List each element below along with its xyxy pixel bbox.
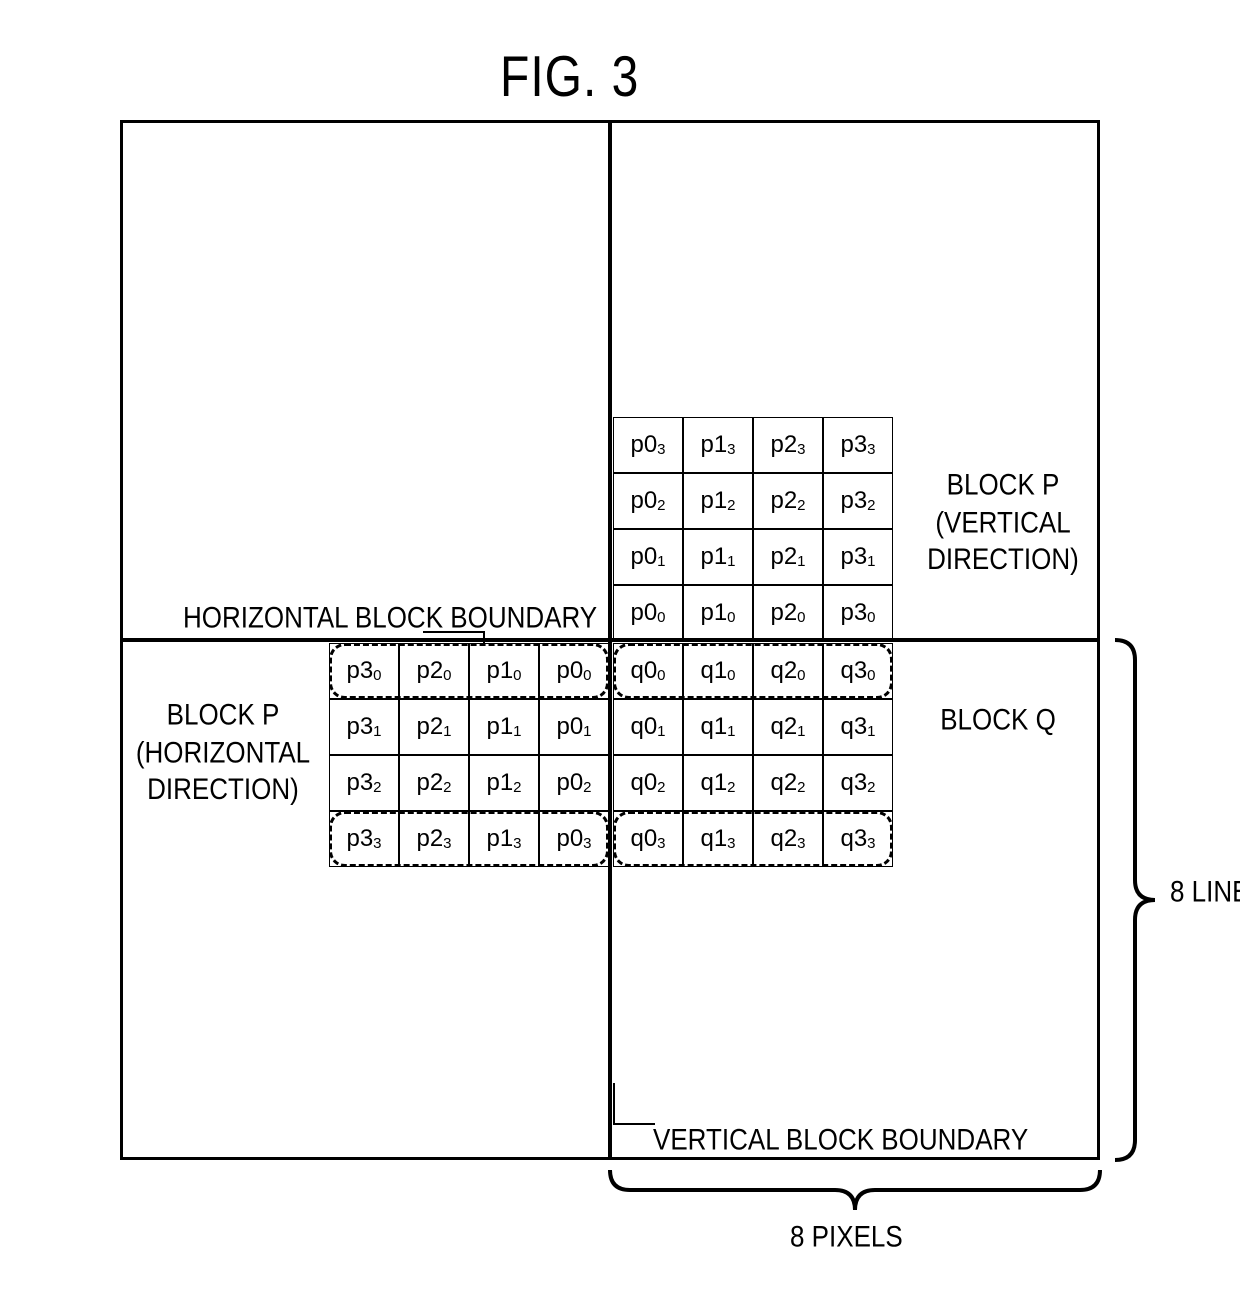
figure-3-diagram: FIG. 3 p03p13p23p33p02p12p22p32p01p11p21… — [20, 20, 1240, 1283]
label-8-pixels: 8 PIXELS — [790, 1218, 903, 1255]
p-horizontal-cell: p11 — [469, 699, 539, 755]
brace-8-pixels — [610, 1170, 1100, 1210]
leader-horizontal-boundary — [423, 631, 485, 645]
q-cell: q33 — [823, 811, 893, 867]
p-vertical-cell: p02 — [613, 473, 683, 529]
p-vertical-cell: p12 — [683, 473, 753, 529]
p-horizontal-cell: p02 — [539, 755, 609, 811]
label-block-q: BLOCK Q — [913, 701, 1083, 738]
q-cell: q01 — [613, 699, 683, 755]
q-cell: q22 — [753, 755, 823, 811]
horizontal-divider — [123, 638, 1097, 642]
p-horizontal-cell: p23 — [399, 811, 469, 867]
p-horizontal-cell: p33 — [329, 811, 399, 867]
grid-block-q: q00q10q20q30q01q11q21q31q02q12q22q32q03q… — [613, 643, 893, 867]
q-cell: q03 — [613, 811, 683, 867]
p-horizontal-cell: p01 — [539, 699, 609, 755]
q-cell: q12 — [683, 755, 753, 811]
p-vertical-cell: p30 — [823, 585, 893, 641]
q-cell: q11 — [683, 699, 753, 755]
q-cell: q00 — [613, 643, 683, 699]
label-8-lines: 8 LINES — [1170, 873, 1240, 910]
q-cell: q23 — [753, 811, 823, 867]
brace-8-lines — [1115, 640, 1155, 1160]
label-block-p-vertical: BLOCK P(VERTICALDIRECTION) — [913, 466, 1093, 578]
p-vertical-cell: p13 — [683, 417, 753, 473]
p-horizontal-cell: p12 — [469, 755, 539, 811]
q-cell: q30 — [823, 643, 893, 699]
label-horizontal-block-boundary: HORIZONTAL BLOCK BOUNDARY — [183, 599, 597, 636]
p-horizontal-cell: p32 — [329, 755, 399, 811]
p-vertical-cell: p10 — [683, 585, 753, 641]
leader-vertical-boundary — [613, 1083, 655, 1125]
q-cell: q10 — [683, 643, 753, 699]
p-horizontal-cell: p00 — [539, 643, 609, 699]
figure-title: FIG. 3 — [500, 45, 639, 111]
p-horizontal-cell: p31 — [329, 699, 399, 755]
p-vertical-cell: p11 — [683, 529, 753, 585]
label-vertical-block-boundary: VERTICAL BLOCK BOUNDARY — [653, 1121, 1028, 1158]
p-horizontal-cell: p03 — [539, 811, 609, 867]
p-vertical-cell: p01 — [613, 529, 683, 585]
p-vertical-cell: p31 — [823, 529, 893, 585]
q-cell: q31 — [823, 699, 893, 755]
outer-2x2-box: p03p13p23p33p02p12p22p32p01p11p21p31p00p… — [120, 120, 1100, 1160]
q-cell: q02 — [613, 755, 683, 811]
p-vertical-cell: p20 — [753, 585, 823, 641]
p-vertical-cell: p23 — [753, 417, 823, 473]
p-vertical-cell: p32 — [823, 473, 893, 529]
p-vertical-cell: p22 — [753, 473, 823, 529]
p-horizontal-cell: p30 — [329, 643, 399, 699]
grid-block-p-vertical: p03p13p23p33p02p12p22p32p01p11p21p31p00p… — [613, 417, 893, 641]
p-horizontal-cell: p13 — [469, 811, 539, 867]
p-horizontal-cell: p22 — [399, 755, 469, 811]
q-cell: q21 — [753, 699, 823, 755]
grid-block-p-horizontal: p30p20p10p00p31p21p11p01p32p22p12p02p33p… — [329, 643, 609, 867]
p-vertical-cell: p03 — [613, 417, 683, 473]
p-vertical-cell: p00 — [613, 585, 683, 641]
p-vertical-cell: p21 — [753, 529, 823, 585]
p-horizontal-cell: p20 — [399, 643, 469, 699]
p-horizontal-cell: p21 — [399, 699, 469, 755]
p-vertical-cell: p33 — [823, 417, 893, 473]
label-block-p-horizontal: BLOCK P(HORIZONTALDIRECTION) — [133, 696, 313, 808]
q-cell: q13 — [683, 811, 753, 867]
q-cell: q32 — [823, 755, 893, 811]
q-cell: q20 — [753, 643, 823, 699]
p-horizontal-cell: p10 — [469, 643, 539, 699]
